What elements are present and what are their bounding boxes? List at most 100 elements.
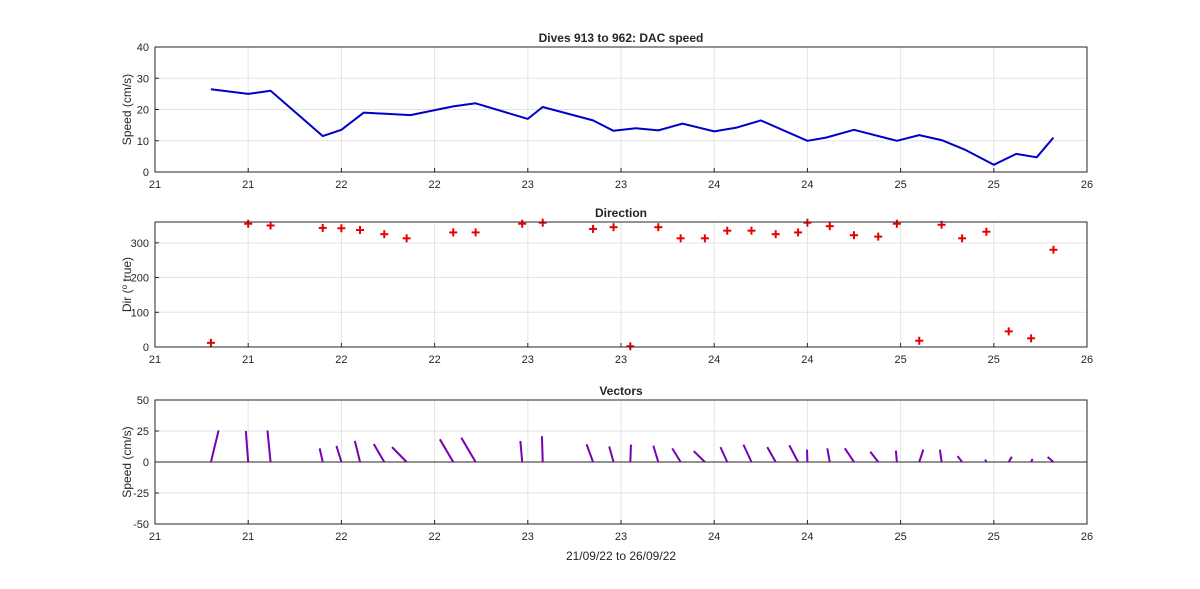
vectors-x-tick-label: 23: [615, 531, 627, 543]
direction-x-tick-label: 26: [1081, 354, 1093, 366]
vectors-x-ticks: 21 21 22 22 23 23 24 24 25 25 26: [149, 520, 1093, 543]
direction-point: [982, 227, 991, 236]
speed-title: Dives 913 to 962: DAC speed: [539, 31, 704, 45]
vector-stick: [938, 449, 943, 463]
vector-stick: [629, 444, 632, 463]
direction-x-tick-label: 21: [149, 354, 161, 366]
direction-point: [538, 218, 547, 227]
vector-stick: [353, 440, 362, 463]
vector-stick: [335, 445, 343, 463]
vector-stick: [209, 430, 220, 463]
vectors-y-tick-label: 0: [143, 457, 149, 469]
vector-stick: [372, 443, 386, 463]
direction-point: [874, 232, 883, 241]
vector-stick: [869, 451, 880, 463]
direction-point: [1027, 334, 1036, 343]
vector-stick: [540, 436, 544, 463]
speed-x-tick-label: 24: [708, 179, 720, 191]
direction-x-tick-label: 22: [428, 354, 440, 366]
bottom-x-label: 21/09/22 to 26/09/22: [566, 549, 676, 563]
vectors-title: Vectors: [599, 384, 643, 398]
vector-stick: [1046, 456, 1055, 463]
speed-x-tick-label: 22: [335, 179, 347, 191]
direction-point: [449, 228, 458, 237]
direction-point: [609, 223, 618, 232]
vector-stick: [1030, 458, 1034, 463]
vector-stick: [719, 446, 729, 463]
speed-y-ticks: 0 10 20 30 40: [137, 42, 159, 179]
vector-stick: [585, 443, 594, 463]
direction-panel: 21 21 22 22 23 23 24 24 25 25 26 0 100 200 300 Direct…: [120, 206, 1094, 366]
direction-x-tick-label: 24: [801, 354, 813, 366]
direction-point: [676, 234, 685, 243]
speed-y-tick-label: 20: [137, 105, 149, 117]
direction-point: [1004, 327, 1013, 336]
direction-point: [337, 224, 346, 233]
direction-point: [356, 225, 365, 234]
direction-point: [794, 228, 803, 237]
direction-y-tick-label: 200: [131, 273, 149, 285]
direction-point: [747, 226, 756, 235]
direction-x-ticks: 21 21 22 22 23 23 24 24 25 25 26: [149, 343, 1093, 366]
vector-stick: [984, 459, 988, 463]
vector-stick: [318, 448, 324, 463]
direction-y-label: Dir (o true): [120, 257, 135, 312]
vector-stick: [460, 437, 477, 463]
direction-x-tick-label: 25: [894, 354, 906, 366]
vector-stick: [266, 430, 272, 463]
direction-x-tick-label: 22: [335, 354, 347, 366]
vectors-x-tick-label: 24: [708, 531, 720, 543]
vector-stick: [826, 448, 831, 463]
vector-stick: [894, 450, 898, 463]
direction-point: [589, 224, 598, 233]
vectors-x-tick-label: 22: [428, 531, 440, 543]
direction-y-tick-label: 300: [131, 238, 149, 250]
vector-stick: [843, 447, 855, 463]
vectors-x-tick-label: 26: [1081, 531, 1093, 543]
vectors-x-tick-label: 25: [894, 531, 906, 543]
direction-point: [471, 228, 480, 237]
vector-stick: [742, 444, 753, 463]
vector-stick: [788, 444, 799, 463]
vectors-y-tick-label: 50: [137, 395, 149, 407]
direction-point: [892, 219, 901, 228]
direction-y-tick-label: 100: [131, 307, 149, 319]
direction-x-tick-label: 23: [522, 354, 534, 366]
vectors-x-tick-label: 24: [801, 531, 813, 543]
direction-point: [700, 234, 709, 243]
speed-x-tick-label: 21: [149, 179, 161, 191]
vector-stick: [671, 447, 682, 463]
speed-x-tick-label: 24: [801, 179, 813, 191]
direction-y-label-part1: Dir (: [120, 289, 134, 312]
vector-stick: [693, 450, 706, 463]
vectors-x-tick-label: 25: [988, 531, 1000, 543]
direction-point: [723, 226, 732, 235]
speed-x-tick-label: 26: [1081, 179, 1093, 191]
vector-stick: [652, 445, 660, 463]
direction-point: [654, 223, 663, 232]
direction-point: [266, 221, 275, 230]
direction-point: [402, 234, 411, 243]
speed-x-tick-label: 23: [522, 179, 534, 191]
speed-x-tick-label: 25: [988, 179, 1000, 191]
direction-y-tick-label: 0: [143, 342, 149, 354]
speed-y-tick-label: 30: [137, 73, 149, 85]
vectors-y-tick-label: -50: [133, 519, 149, 531]
vectors-series-sticks: [155, 430, 1087, 463]
speed-x-tick-label: 25: [894, 179, 906, 191]
direction-point: [915, 336, 924, 345]
direction-point: [380, 230, 389, 239]
direction-point: [318, 223, 327, 232]
direction-y-ticks: 0 100 200 300: [131, 238, 159, 354]
speed-y-tick-label: 0: [143, 167, 149, 179]
direction-point: [825, 222, 834, 231]
direction-x-tick-label: 25: [988, 354, 1000, 366]
vector-stick: [519, 440, 524, 463]
speed-x-tick-label: 22: [428, 179, 440, 191]
direction-title: Direction: [595, 206, 647, 220]
direction-y-label-part2: true): [120, 257, 134, 285]
direction-grid: [154, 222, 1088, 348]
vectors-y-ticks: -50 -25 0 25 50: [133, 395, 159, 531]
speed-y-tick-label: 10: [137, 136, 149, 148]
